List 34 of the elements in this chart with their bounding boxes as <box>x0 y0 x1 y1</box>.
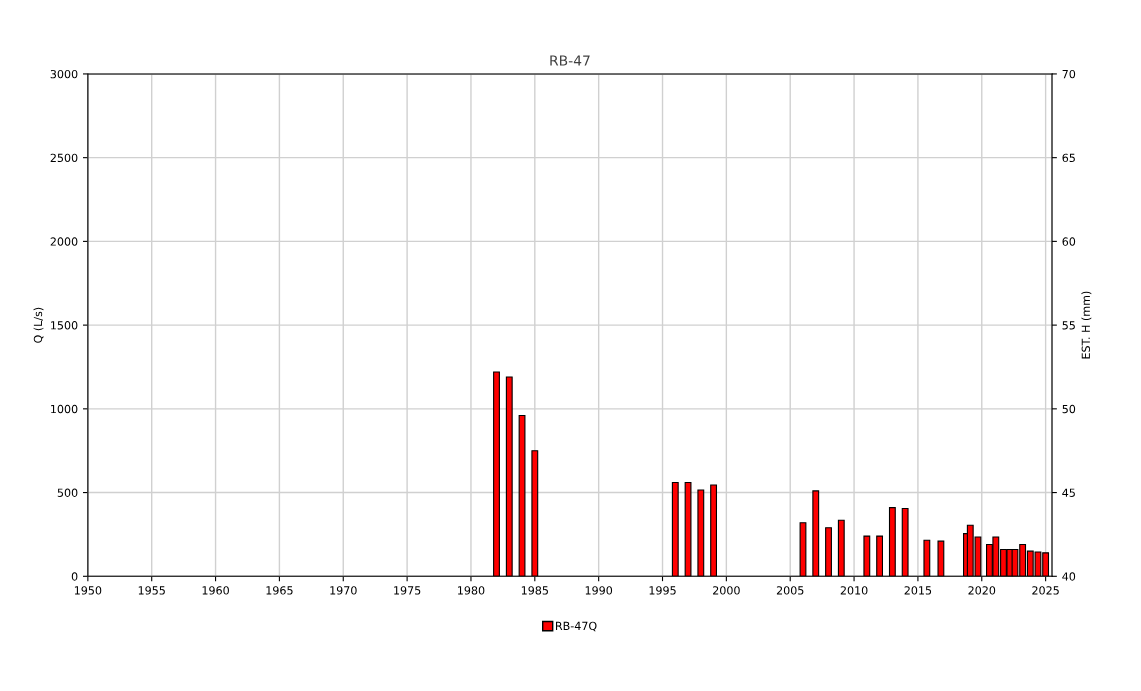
x-tick-label: 1990 <box>585 586 613 595</box>
x-tick-label: 2010 <box>840 586 868 595</box>
y2-tick-label: 40 <box>1062 572 1076 581</box>
y-tick-label: 3000 <box>50 69 78 79</box>
x-tick-label: 1980 <box>458 586 485 595</box>
y-tick-label: 0 <box>71 572 78 581</box>
x-tick-label: 2020 <box>968 586 996 595</box>
x-tick-label: 2025 <box>1032 586 1059 595</box>
x-tick-label: 1995 <box>649 586 676 595</box>
y2-tick-label: 65 <box>1062 153 1075 163</box>
chart-title: RB-47 <box>550 55 590 66</box>
y-tick-label: 1500 <box>51 321 78 330</box>
x-tick-label: 1955 <box>138 586 165 595</box>
y-tick-label: 1000 <box>51 404 78 414</box>
y-tick-label: 2000 <box>50 237 78 246</box>
x-tick-label: 2005 <box>776 586 804 595</box>
x-tick-label: 2000 <box>713 586 740 595</box>
y-tick-label: 500 <box>57 488 78 497</box>
y2-tick-label: 50 <box>1062 404 1076 414</box>
y2-tick-label: 45 <box>1062 488 1075 497</box>
y2-tick-label: 55 <box>1062 321 1075 330</box>
x-tick-label: 1950 <box>74 586 102 595</box>
y2-axis-title: EST. H (mm) <box>1081 291 1092 359</box>
x-tick-label: 1985 <box>521 586 548 595</box>
y-axis-title: Q (L/s) <box>33 307 44 343</box>
x-tick-label: 1975 <box>394 586 421 595</box>
y2-tick-label: 70 <box>1062 69 1076 79</box>
y2-tick-label: 60 <box>1062 237 1076 246</box>
legend-label: RB-47Q <box>556 621 597 632</box>
x-tick-label: 2015 <box>904 586 932 595</box>
x-tick-label: 1970 <box>330 586 357 595</box>
x-tick-label: 1965 <box>266 586 293 595</box>
y-tick-label: 2500 <box>50 153 78 163</box>
x-tick-label: 1960 <box>202 586 229 595</box>
